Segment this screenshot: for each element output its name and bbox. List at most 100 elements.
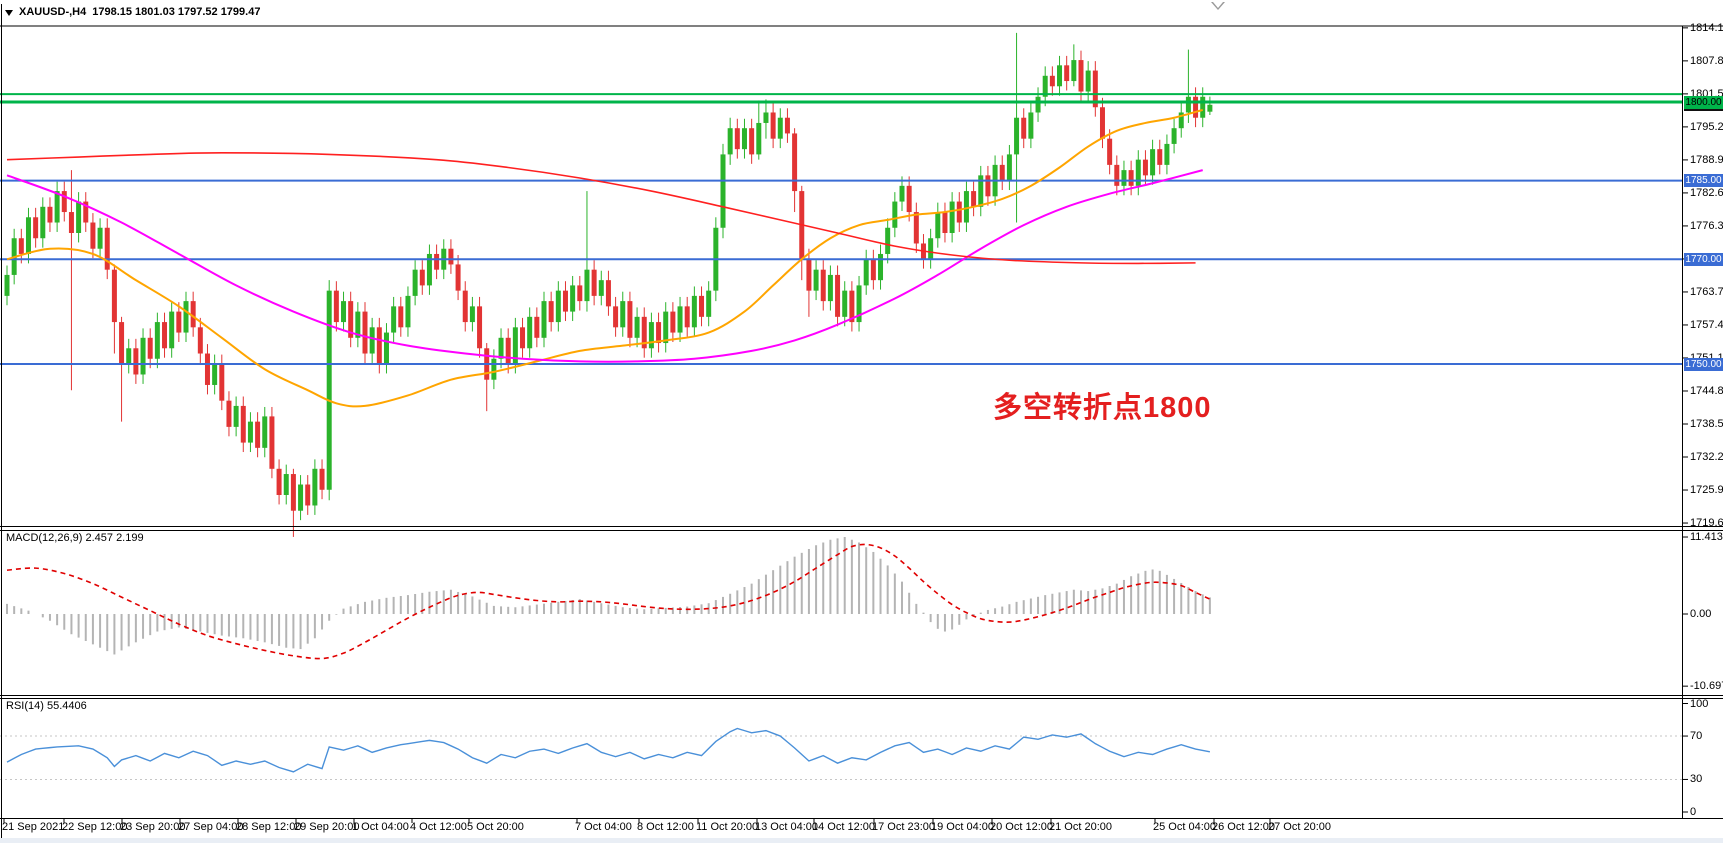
candle-body (326, 290, 332, 490)
candle-body (935, 212, 941, 239)
candle-body (126, 348, 132, 364)
candle-body (527, 316, 533, 349)
candle-body (240, 405, 246, 443)
candle-body (398, 306, 404, 328)
candle-body (1207, 104, 1213, 112)
candle-body (197, 327, 203, 354)
candle-body (119, 322, 125, 364)
rsi-tick-label: 30 (1690, 773, 1703, 786)
candle-body (47, 206, 53, 223)
price-tick-label: 1725.95 (1690, 484, 1723, 497)
candle-body (1071, 60, 1077, 82)
candle-body (1099, 107, 1105, 139)
candle-body (1085, 70, 1091, 92)
candle-body (1021, 117, 1027, 139)
time-axis-label: 21 Sep 2021 (2, 821, 65, 833)
candle-body (520, 327, 526, 349)
price-tick-label: 1757.45 (1690, 318, 1723, 331)
candle-body (426, 253, 432, 286)
candle-body (104, 227, 110, 270)
candle-body (727, 128, 733, 155)
candle-body (1028, 112, 1034, 139)
candle-body (699, 295, 705, 317)
candle-body (863, 259, 869, 286)
candle-body (756, 122, 762, 155)
candle-body (562, 290, 568, 312)
candle-body (634, 316, 640, 338)
candle-body (620, 301, 626, 328)
price-tick-label: 1763.75 (1690, 285, 1723, 298)
candle-body (1121, 170, 1127, 186)
candle-body (233, 405, 239, 427)
candle-body (949, 201, 955, 233)
candle-body (670, 311, 676, 333)
candle-body (820, 269, 826, 302)
candle-body (1042, 75, 1048, 97)
rsi-current-value: 55.4406 (46, 700, 87, 712)
time-axis-label: 26 Oct 12:00 (1212, 821, 1275, 833)
time-axis-label: 28 Sep 12:00 (236, 821, 302, 833)
candle-body (111, 269, 117, 323)
candle-body (1164, 143, 1170, 165)
rsi-name: RSI(14) (6, 700, 44, 712)
candle-body (684, 306, 690, 328)
candle-body (1107, 138, 1113, 165)
candle-body (548, 301, 554, 323)
candle-body (383, 332, 389, 364)
candle-body (362, 311, 368, 354)
price-badge: 1750.00 (1684, 357, 1723, 371)
candle-body (656, 322, 662, 344)
candle-body (584, 269, 590, 302)
candle-body (1200, 96, 1206, 118)
candle-body (405, 295, 411, 328)
candle-body (498, 337, 504, 359)
symbol-dropdown-triangle-icon[interactable] (5, 9, 13, 16)
candle-body (899, 185, 905, 202)
candle-body (226, 400, 232, 427)
rsi-tick-label: 100 (1690, 697, 1709, 710)
macd-label: MACD(12,26,9) 2.457 2.199 (6, 532, 144, 544)
candle-body (255, 421, 261, 448)
candle-body (355, 311, 361, 338)
price-badge: 1800.00 (1684, 95, 1723, 109)
time-axis-label: 27 Oct 20:00 (1268, 821, 1331, 833)
candle-body (477, 306, 483, 349)
macd-name: MACD(12,26,9) (6, 532, 83, 544)
candle-body (83, 201, 89, 223)
price-tick-label: 1738.55 (1690, 417, 1723, 430)
candle-body (305, 484, 311, 506)
time-axis-label: 13 Oct 04:00 (755, 821, 818, 833)
candle-body (956, 201, 962, 223)
candle-body (691, 295, 697, 328)
candle-body (333, 290, 339, 323)
time-axis-label: 21 Oct 20:00 (1049, 821, 1112, 833)
candle-body (1171, 128, 1177, 144)
candle-body (1078, 60, 1084, 92)
candle-body (663, 311, 669, 344)
candle-body (942, 212, 948, 233)
candle-body (856, 285, 862, 323)
candle-body (369, 327, 375, 354)
candle-body (176, 311, 182, 333)
macd-signal-line (6, 543, 1211, 660)
time-axis-label: 19 Oct 04:00 (931, 821, 994, 833)
candle-body (906, 185, 912, 213)
candle-body (247, 421, 253, 443)
chart-shift-marker-icon[interactable] (1211, 2, 1225, 10)
candle-body (276, 468, 282, 495)
candle-body (505, 337, 511, 364)
candle-body (878, 253, 884, 281)
candle-body (133, 348, 139, 375)
candle-body (4, 274, 10, 296)
chart-header: XAUUSD-,H4 1798.15 1801.03 1797.52 1799.… (5, 6, 260, 18)
candle-body (677, 306, 683, 333)
candle-body (1057, 65, 1063, 87)
ma-red (6, 152, 1196, 265)
price-tick-label: 1788.95 (1690, 153, 1723, 166)
candle-body (140, 337, 146, 375)
candle-body (147, 337, 153, 359)
candle-body (76, 201, 82, 233)
candle-body (605, 280, 611, 307)
candle-body (577, 285, 583, 302)
